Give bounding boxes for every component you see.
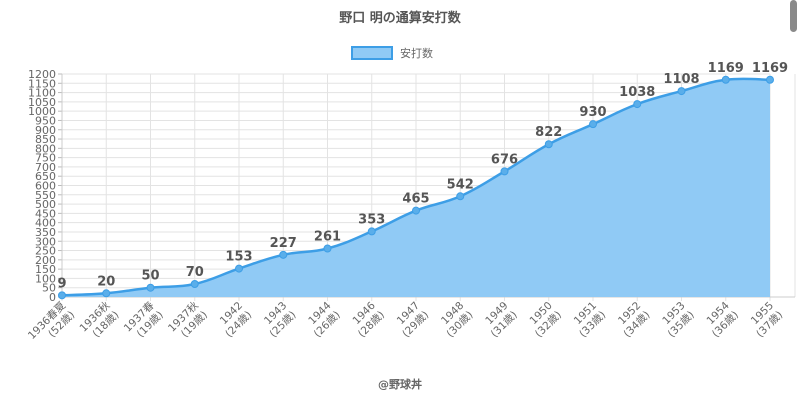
data-point	[589, 120, 597, 129]
x-tick-label: 1949(31歳)	[479, 300, 519, 340]
y-tick-label: 1100	[28, 87, 56, 100]
x-tick-label: 1946(28歳)	[347, 299, 388, 340]
y-tick-label: 400	[35, 217, 56, 230]
data-label: 465	[402, 192, 429, 207]
data-label: 153	[225, 250, 252, 265]
x-tick-label: 1943(25歳)	[258, 300, 298, 340]
data-point	[146, 283, 155, 292]
chart-title: 野口 明の通算安打数	[339, 10, 462, 26]
legend-label: 安打数	[400, 46, 433, 60]
data-label: 227	[270, 236, 297, 251]
y-tick-label: 750	[35, 152, 56, 165]
data-label: 261	[314, 229, 341, 244]
data-label: 70	[186, 265, 204, 280]
data-point	[677, 87, 686, 96]
data-label: 1108	[663, 72, 699, 87]
y-tick-label: 1150	[28, 77, 56, 90]
x-tick-label: 1954(36歳)	[701, 299, 742, 340]
data-point	[58, 291, 66, 300]
y-tick-label: 300	[35, 235, 56, 248]
footer-credit: @野球丼	[378, 377, 422, 391]
data-point	[190, 279, 199, 288]
data-point	[766, 75, 774, 84]
x-tick-label: 1937秋(19歳)	[165, 299, 210, 344]
data-label: 676	[491, 152, 518, 167]
y-tick-label: 150	[35, 263, 56, 276]
y-tick-label: 800	[35, 142, 56, 155]
y-tick-label: 1200	[28, 68, 56, 81]
data-point	[412, 206, 420, 215]
x-tick-label: 1936春夏(52歳)	[26, 299, 78, 351]
data-label: 930	[579, 105, 606, 120]
y-tick-label: 650	[35, 170, 56, 183]
data-point	[456, 192, 465, 201]
y-tick-label: 550	[35, 189, 56, 202]
y-tick-label: 50	[42, 282, 56, 295]
data-label: 20	[97, 274, 115, 289]
y-tick-label: 950	[35, 114, 56, 127]
data-label: 353	[358, 212, 385, 227]
y-tick-label: 1000	[28, 105, 56, 118]
data-point	[721, 75, 730, 84]
data-label: 822	[535, 125, 562, 140]
x-tick-label: 1953(35歳)	[656, 300, 696, 340]
scrollbar-thumb[interactable]	[790, 0, 797, 32]
y-tick-label: 1050	[28, 96, 56, 109]
y-tick-label: 0	[49, 291, 56, 304]
data-label: 50	[141, 269, 159, 284]
data-point	[500, 167, 509, 176]
x-tick-label: 1942(24歳)	[214, 300, 254, 340]
data-point	[633, 100, 642, 109]
x-tick-label: 1936秋(18歳)	[77, 299, 122, 344]
legend-swatch	[351, 46, 393, 60]
x-tick-label: 1948(30歳)	[435, 300, 475, 340]
y-tick-label: 350	[35, 226, 56, 239]
data-label: 9	[57, 276, 66, 291]
y-tick-label: 900	[35, 124, 56, 137]
y-tick-label: 450	[35, 207, 56, 220]
x-tick-label: 1944(26歳)	[302, 299, 343, 340]
x-tick-label: 1937春(19歳)	[122, 299, 166, 343]
y-tick-label: 700	[35, 161, 56, 174]
y-tick-label: 200	[35, 254, 56, 267]
series-area	[62, 78, 770, 297]
x-tick-label: 1951(33歳)	[568, 300, 608, 340]
data-label: 1169	[708, 61, 744, 76]
data-point	[102, 289, 111, 298]
data-point	[323, 244, 332, 253]
data-label: 542	[447, 177, 474, 192]
data-point	[544, 140, 553, 149]
x-tick-label: 1952(34歳)	[612, 300, 652, 340]
data-point	[279, 250, 288, 259]
x-tick-label: 1955(37歳)	[745, 300, 785, 340]
y-tick-label: 100	[35, 272, 56, 285]
x-tick-label: 1950(32歳)	[524, 300, 564, 340]
x-tick-label: 1947(29歳)	[391, 300, 431, 340]
data-point	[367, 227, 376, 236]
data-label: 1169	[752, 61, 788, 76]
y-tick-label: 850	[35, 133, 56, 146]
y-tick-label: 600	[35, 180, 56, 193]
data-point	[235, 264, 243, 273]
y-tick-label: 250	[35, 245, 56, 258]
data-label: 1038	[619, 85, 655, 100]
y-tick-label: 500	[35, 198, 56, 211]
